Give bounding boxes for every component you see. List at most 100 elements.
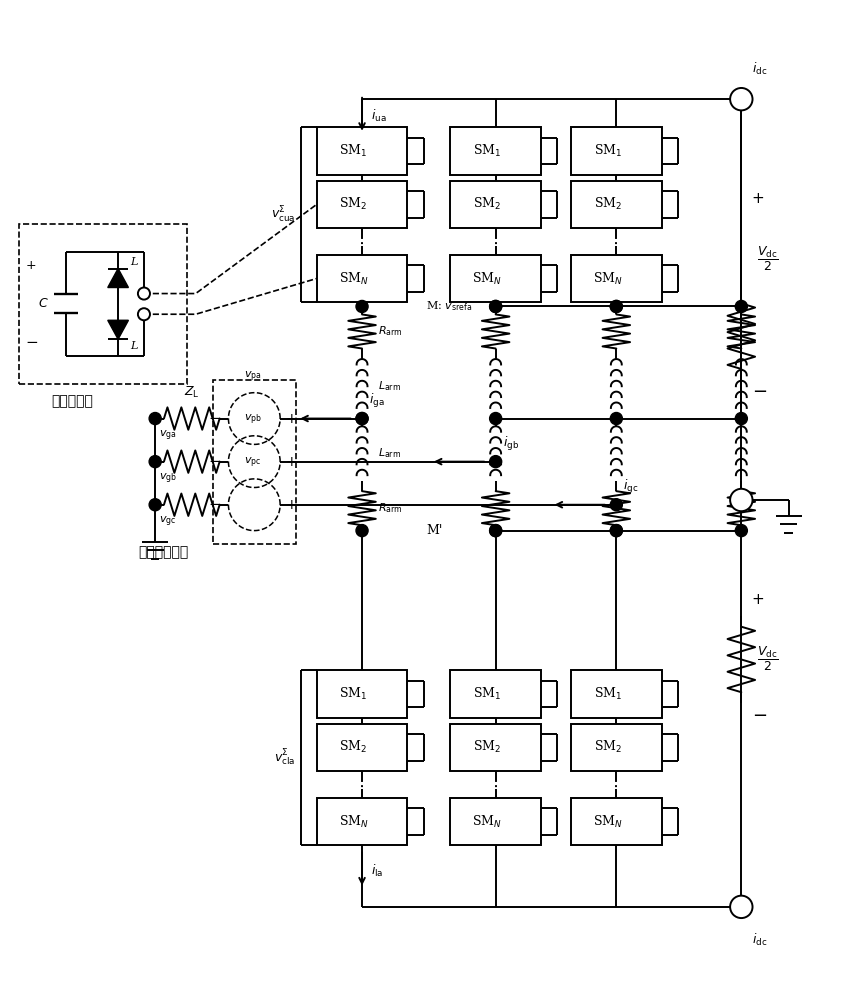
Circle shape — [149, 499, 161, 511]
Circle shape — [356, 413, 368, 425]
Bar — [449, 181, 541, 228]
Text: +: + — [285, 412, 296, 426]
Circle shape — [729, 489, 752, 511]
Text: SM$_N$: SM$_N$ — [592, 270, 622, 287]
Text: SM$_1$: SM$_1$ — [339, 143, 367, 159]
Text: $i_{\rm ua}$: $i_{\rm ua}$ — [370, 108, 386, 124]
Text: $i_{\rm gb}$: $i_{\rm gb}$ — [502, 435, 518, 453]
Text: SM$_N$: SM$_N$ — [338, 813, 368, 830]
Circle shape — [610, 300, 622, 313]
Text: SM$_1$: SM$_1$ — [473, 686, 500, 702]
Text: +: + — [285, 498, 296, 512]
Text: +: + — [751, 191, 764, 206]
Circle shape — [489, 456, 501, 468]
Text: SM$_1$: SM$_1$ — [593, 686, 621, 702]
Text: SM$_1$: SM$_1$ — [593, 143, 621, 159]
Circle shape — [729, 896, 752, 918]
Circle shape — [610, 499, 622, 511]
Text: −: − — [208, 497, 221, 512]
Bar — [19, 224, 187, 384]
Bar — [316, 127, 406, 175]
Text: $Z_{\rm L}$: $Z_{\rm L}$ — [183, 384, 200, 400]
Polygon shape — [108, 320, 128, 339]
Circle shape — [610, 525, 622, 537]
Circle shape — [729, 88, 752, 110]
Circle shape — [610, 300, 622, 313]
Circle shape — [149, 456, 161, 468]
Text: SM$_2$: SM$_2$ — [593, 196, 621, 212]
Bar — [316, 670, 406, 718]
Circle shape — [149, 413, 161, 425]
Circle shape — [356, 300, 368, 313]
Text: 交流侧负载: 交流侧负载 — [52, 394, 94, 408]
Bar — [449, 724, 541, 771]
Circle shape — [489, 525, 501, 537]
Text: −: − — [751, 706, 766, 724]
Text: $v^{\Sigma}_{\rm cla}$: $v^{\Sigma}_{\rm cla}$ — [274, 748, 294, 768]
Text: $v_{\rm gb}$: $v_{\rm gb}$ — [159, 472, 177, 486]
Text: $i_{\rm la}$: $i_{\rm la}$ — [370, 863, 382, 879]
Text: $i_{\rm ga}$: $i_{\rm ga}$ — [369, 392, 384, 410]
Text: SM$_1$: SM$_1$ — [339, 686, 367, 702]
Text: SM$_N$: SM$_N$ — [472, 270, 501, 287]
Text: $R_{\rm arm}$: $R_{\rm arm}$ — [377, 501, 402, 515]
Circle shape — [734, 300, 746, 313]
Text: SM$_2$: SM$_2$ — [473, 196, 500, 212]
Circle shape — [489, 300, 501, 313]
Bar — [316, 255, 406, 302]
Text: $v_{\rm pc}$: $v_{\rm pc}$ — [244, 456, 261, 470]
Text: SM$_N$: SM$_N$ — [338, 270, 368, 287]
Text: +: + — [751, 592, 764, 607]
Bar — [570, 127, 660, 175]
Text: L: L — [130, 257, 138, 267]
Text: −: − — [208, 454, 221, 469]
Circle shape — [610, 413, 622, 425]
Bar — [449, 798, 541, 845]
Text: −: − — [26, 335, 39, 350]
Text: $v_{\rm pb}$: $v_{\rm pb}$ — [244, 413, 261, 427]
Text: SM$_1$: SM$_1$ — [473, 143, 500, 159]
Circle shape — [138, 288, 150, 300]
Circle shape — [734, 525, 746, 537]
Bar — [449, 127, 541, 175]
Text: $\dfrac{V_{\rm dc}}{2}$: $\dfrac{V_{\rm dc}}{2}$ — [756, 645, 777, 673]
Text: $i_{\rm dc}$: $i_{\rm dc}$ — [751, 61, 766, 77]
Bar — [570, 181, 660, 228]
Text: M': M' — [425, 524, 442, 537]
Text: −: − — [208, 411, 221, 426]
Text: 扰动电压注入: 扰动电压注入 — [138, 545, 188, 559]
Text: $v_{\rm gc}$: $v_{\rm gc}$ — [159, 515, 177, 529]
Circle shape — [610, 525, 622, 537]
Bar — [449, 670, 541, 718]
Bar — [570, 798, 660, 845]
Text: $R_{\rm arm}$: $R_{\rm arm}$ — [377, 325, 402, 338]
Bar — [316, 798, 406, 845]
Text: SM$_N$: SM$_N$ — [472, 813, 501, 830]
Circle shape — [489, 413, 501, 425]
Circle shape — [138, 308, 150, 320]
Circle shape — [489, 300, 501, 313]
Text: $L_{\rm arm}$: $L_{\rm arm}$ — [377, 447, 400, 460]
Bar — [449, 255, 541, 302]
Polygon shape — [108, 269, 128, 288]
Bar — [316, 181, 406, 228]
Text: +: + — [26, 259, 36, 272]
Circle shape — [489, 525, 501, 537]
Text: $\dfrac{V_{\rm dc}}{2}$: $\dfrac{V_{\rm dc}}{2}$ — [756, 245, 777, 273]
Text: SM$_2$: SM$_2$ — [339, 739, 367, 755]
Text: $i_{\rm gc}$: $i_{\rm gc}$ — [623, 478, 638, 496]
Text: +: + — [285, 455, 296, 469]
Text: −: − — [751, 383, 766, 401]
Bar — [316, 724, 406, 771]
Circle shape — [356, 413, 368, 425]
Text: M: $v_{\rm srefa}$: M: $v_{\rm srefa}$ — [425, 300, 472, 313]
Text: $v_{\rm ga}$: $v_{\rm ga}$ — [159, 429, 177, 443]
Bar — [213, 380, 295, 544]
Text: L: L — [130, 341, 138, 351]
Text: $v_{\rm pa}$: $v_{\rm pa}$ — [244, 370, 261, 384]
Text: SM$_N$: SM$_N$ — [592, 813, 622, 830]
Text: SM$_2$: SM$_2$ — [339, 196, 367, 212]
Circle shape — [356, 525, 368, 537]
Text: SM$_2$: SM$_2$ — [473, 739, 500, 755]
Bar — [570, 724, 660, 771]
